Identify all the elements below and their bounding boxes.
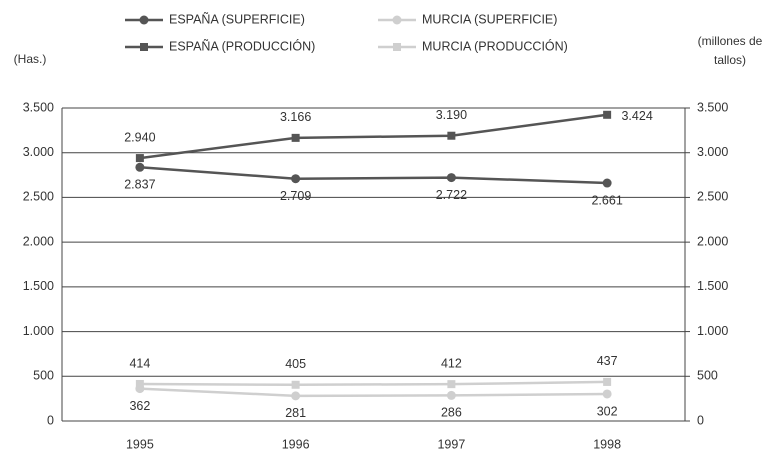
data-label: 286 bbox=[441, 406, 462, 420]
data-point bbox=[447, 380, 456, 389]
data-label: 2.722 bbox=[436, 188, 467, 202]
legend-label: MURCIA (SUPERFICIE) bbox=[422, 12, 557, 26]
y-tick-label: 1.000 bbox=[23, 324, 54, 338]
data-label: 412 bbox=[441, 356, 462, 370]
y2-tick-label: 1.000 bbox=[697, 324, 728, 338]
y2-tick-label: 3.500 bbox=[697, 100, 728, 114]
data-label: 405 bbox=[285, 357, 306, 371]
y2-tick-label: 1.500 bbox=[697, 279, 728, 293]
data-label: 2.837 bbox=[124, 178, 155, 192]
y-tick-label: 2.000 bbox=[23, 234, 54, 248]
data-label: 437 bbox=[597, 354, 618, 368]
data-label: 2.661 bbox=[591, 193, 622, 207]
legend-label: ESPAÑA (SUPERFICIE) bbox=[169, 12, 305, 26]
data-point bbox=[135, 162, 145, 172]
y-tick-label: 3.000 bbox=[23, 145, 54, 159]
data-label: 362 bbox=[129, 399, 150, 413]
data-label: 3.166 bbox=[280, 110, 311, 124]
y2-tick-label: 2.000 bbox=[697, 234, 728, 248]
data-label: 281 bbox=[285, 406, 306, 420]
data-label: 2.709 bbox=[280, 189, 311, 203]
y-tick-label: 1.500 bbox=[23, 279, 54, 293]
data-point bbox=[447, 131, 456, 140]
series-line bbox=[139, 387, 608, 398]
x-tick-label: 1996 bbox=[282, 437, 310, 451]
x-tick-label: 1997 bbox=[437, 437, 465, 451]
y2-axis-label: (millones de tallos) bbox=[697, 34, 763, 67]
y2-tick-label: 500 bbox=[697, 369, 718, 383]
y2-tick-label: 0 bbox=[697, 413, 704, 427]
x-tick-label: 1998 bbox=[593, 437, 621, 451]
data-point bbox=[291, 174, 301, 184]
data-label: 3.190 bbox=[436, 108, 467, 122]
data-point bbox=[135, 154, 144, 163]
y-tick-label: 2.500 bbox=[23, 190, 54, 204]
series-line bbox=[139, 166, 608, 185]
data-point bbox=[602, 178, 612, 188]
data-point bbox=[291, 380, 300, 389]
data-point bbox=[135, 379, 144, 388]
data-label: 414 bbox=[129, 356, 150, 370]
data-point bbox=[603, 110, 612, 119]
x-tick-label: 1995 bbox=[126, 437, 154, 451]
data-label: 302 bbox=[597, 404, 618, 418]
y-axis-label: (Has.) bbox=[13, 52, 47, 66]
data-label: 2.940 bbox=[124, 130, 155, 144]
y2-tick-label: 2.500 bbox=[697, 190, 728, 204]
legend-marker bbox=[392, 15, 402, 25]
data-label: 3.424 bbox=[621, 109, 652, 123]
series-line bbox=[139, 380, 608, 387]
y-tick-label: 500 bbox=[33, 369, 54, 383]
data-point bbox=[446, 390, 456, 400]
legend-marker bbox=[393, 43, 401, 51]
data-point bbox=[602, 389, 612, 399]
legend-label: MURCIA (PRODUCCIÓN) bbox=[422, 38, 568, 53]
data-point bbox=[603, 377, 612, 386]
data-point bbox=[446, 173, 456, 183]
data-point bbox=[291, 391, 301, 401]
legend-label: ESPAÑA (PRODUCCIÓN) bbox=[169, 38, 315, 53]
y-tick-label: 0 bbox=[47, 413, 54, 427]
series-line bbox=[139, 113, 608, 160]
legend-marker bbox=[140, 43, 148, 51]
y-tick-label: 3.500 bbox=[23, 100, 54, 114]
legend-marker bbox=[139, 15, 149, 25]
y2-tick-label: 3.000 bbox=[697, 145, 728, 159]
data-point bbox=[291, 133, 300, 142]
